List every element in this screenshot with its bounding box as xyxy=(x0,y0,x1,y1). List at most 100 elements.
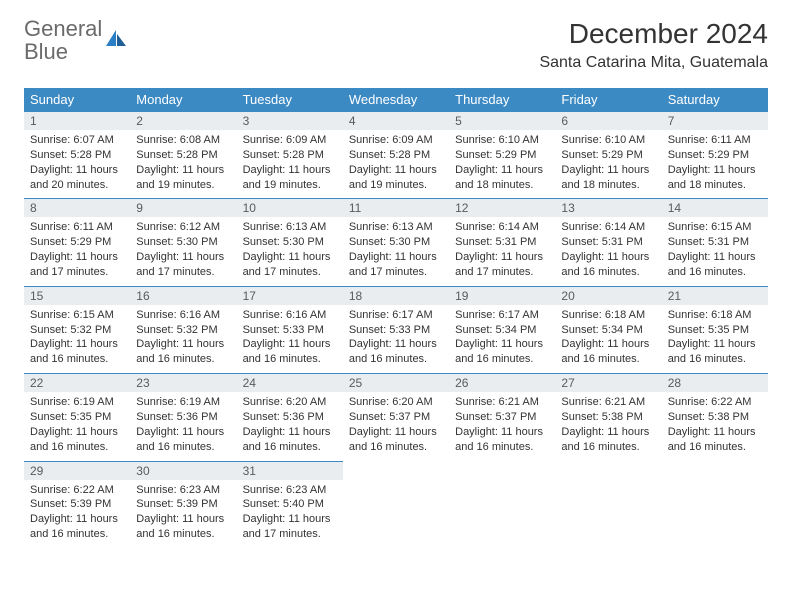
sunrise-text: Sunrise: 6:20 AM xyxy=(243,395,337,410)
sunrise-text: Sunrise: 6:19 AM xyxy=(30,395,124,410)
day-content: Sunrise: 6:19 AMSunset: 5:35 PMDaylight:… xyxy=(24,392,130,460)
sunrise-text: Sunrise: 6:20 AM xyxy=(349,395,443,410)
calendar-cell xyxy=(449,461,555,548)
calendar-cell: 8Sunrise: 6:11 AMSunset: 5:29 PMDaylight… xyxy=(24,199,130,286)
calendar-cell: 9Sunrise: 6:12 AMSunset: 5:30 PMDaylight… xyxy=(130,199,236,286)
daylight-text: Daylight: 11 hours and 17 minutes. xyxy=(243,512,337,542)
daylight-text: Daylight: 11 hours and 17 minutes. xyxy=(349,250,443,280)
sunset-text: Sunset: 5:29 PM xyxy=(30,235,124,250)
sunrise-text: Sunrise: 6:23 AM xyxy=(243,483,337,498)
day-number: 11 xyxy=(343,199,449,217)
day-number: 30 xyxy=(130,462,236,480)
brand-part2: Blue xyxy=(24,39,68,64)
daylight-text: Daylight: 11 hours and 16 minutes. xyxy=(243,337,337,367)
sunset-text: Sunset: 5:30 PM xyxy=(349,235,443,250)
brand-part1: General xyxy=(24,16,102,41)
daylight-text: Daylight: 11 hours and 18 minutes. xyxy=(668,163,762,193)
sunrise-text: Sunrise: 6:23 AM xyxy=(136,483,230,498)
daylight-text: Daylight: 11 hours and 18 minutes. xyxy=(561,163,655,193)
calendar-head: SundayMondayTuesdayWednesdayThursdayFrid… xyxy=(24,88,768,112)
day-number: 26 xyxy=(449,374,555,392)
day-content: Sunrise: 6:11 AMSunset: 5:29 PMDaylight:… xyxy=(662,130,768,198)
day-content: Sunrise: 6:19 AMSunset: 5:36 PMDaylight:… xyxy=(130,392,236,460)
daylight-text: Daylight: 11 hours and 16 minutes. xyxy=(349,337,443,367)
daylight-text: Daylight: 11 hours and 16 minutes. xyxy=(561,337,655,367)
sunrise-text: Sunrise: 6:11 AM xyxy=(668,133,762,148)
calendar-body: 1Sunrise: 6:07 AMSunset: 5:28 PMDaylight… xyxy=(24,112,768,548)
day-number: 12 xyxy=(449,199,555,217)
calendar-cell xyxy=(662,461,768,548)
daylight-text: Daylight: 11 hours and 16 minutes. xyxy=(668,425,762,455)
daylight-text: Daylight: 11 hours and 16 minutes. xyxy=(136,425,230,455)
calendar-cell: 22Sunrise: 6:19 AMSunset: 5:35 PMDayligh… xyxy=(24,374,130,461)
calendar-cell: 17Sunrise: 6:16 AMSunset: 5:33 PMDayligh… xyxy=(237,286,343,373)
day-content: Sunrise: 6:11 AMSunset: 5:29 PMDaylight:… xyxy=(24,217,130,285)
sunset-text: Sunset: 5:32 PM xyxy=(136,323,230,338)
sunset-text: Sunset: 5:35 PM xyxy=(668,323,762,338)
day-number: 23 xyxy=(130,374,236,392)
sunrise-text: Sunrise: 6:22 AM xyxy=(30,483,124,498)
sunset-text: Sunset: 5:29 PM xyxy=(455,148,549,163)
daylight-text: Daylight: 11 hours and 16 minutes. xyxy=(561,425,655,455)
sunrise-text: Sunrise: 6:15 AM xyxy=(30,308,124,323)
calendar-table: SundayMondayTuesdayWednesdayThursdayFrid… xyxy=(24,88,768,548)
sunrise-text: Sunrise: 6:16 AM xyxy=(136,308,230,323)
daylight-text: Daylight: 11 hours and 20 minutes. xyxy=(30,163,124,193)
daylight-text: Daylight: 11 hours and 19 minutes. xyxy=(243,163,337,193)
daylight-text: Daylight: 11 hours and 16 minutes. xyxy=(455,425,549,455)
weekday-header: Thursday xyxy=(449,88,555,112)
day-number: 24 xyxy=(237,374,343,392)
day-number: 10 xyxy=(237,199,343,217)
weekday-header: Wednesday xyxy=(343,88,449,112)
weekday-header: Sunday xyxy=(24,88,130,112)
calendar-cell: 7Sunrise: 6:11 AMSunset: 5:29 PMDaylight… xyxy=(662,112,768,199)
sunset-text: Sunset: 5:28 PM xyxy=(349,148,443,163)
day-content: Sunrise: 6:22 AMSunset: 5:39 PMDaylight:… xyxy=(24,480,130,548)
daylight-text: Daylight: 11 hours and 19 minutes. xyxy=(136,163,230,193)
calendar-cell: 18Sunrise: 6:17 AMSunset: 5:33 PMDayligh… xyxy=(343,286,449,373)
day-number: 1 xyxy=(24,112,130,130)
day-content: Sunrise: 6:18 AMSunset: 5:34 PMDaylight:… xyxy=(555,305,661,373)
daylight-text: Daylight: 11 hours and 17 minutes. xyxy=(455,250,549,280)
day-content: Sunrise: 6:10 AMSunset: 5:29 PMDaylight:… xyxy=(555,130,661,198)
sunrise-text: Sunrise: 6:07 AM xyxy=(30,133,124,148)
calendar-cell: 13Sunrise: 6:14 AMSunset: 5:31 PMDayligh… xyxy=(555,199,661,286)
header: General Blue December 2024 Santa Catarin… xyxy=(0,0,792,78)
sunset-text: Sunset: 5:29 PM xyxy=(561,148,655,163)
day-number: 2 xyxy=(130,112,236,130)
sunset-text: Sunset: 5:33 PM xyxy=(243,323,337,338)
sunrise-text: Sunrise: 6:21 AM xyxy=(561,395,655,410)
day-content: Sunrise: 6:15 AMSunset: 5:31 PMDaylight:… xyxy=(662,217,768,285)
sunrise-text: Sunrise: 6:17 AM xyxy=(349,308,443,323)
sunrise-text: Sunrise: 6:14 AM xyxy=(561,220,655,235)
sunset-text: Sunset: 5:31 PM xyxy=(668,235,762,250)
sunset-text: Sunset: 5:28 PM xyxy=(30,148,124,163)
sunrise-text: Sunrise: 6:11 AM xyxy=(30,220,124,235)
sunrise-text: Sunrise: 6:09 AM xyxy=(349,133,443,148)
calendar-cell: 2Sunrise: 6:08 AMSunset: 5:28 PMDaylight… xyxy=(130,112,236,199)
daylight-text: Daylight: 11 hours and 16 minutes. xyxy=(30,512,124,542)
day-content: Sunrise: 6:20 AMSunset: 5:36 PMDaylight:… xyxy=(237,392,343,460)
daylight-text: Daylight: 11 hours and 16 minutes. xyxy=(561,250,655,280)
sunrise-text: Sunrise: 6:19 AM xyxy=(136,395,230,410)
daylight-text: Daylight: 11 hours and 16 minutes. xyxy=(668,250,762,280)
calendar-cell: 5Sunrise: 6:10 AMSunset: 5:29 PMDaylight… xyxy=(449,112,555,199)
calendar-cell: 25Sunrise: 6:20 AMSunset: 5:37 PMDayligh… xyxy=(343,374,449,461)
sunrise-text: Sunrise: 6:12 AM xyxy=(136,220,230,235)
day-content: Sunrise: 6:16 AMSunset: 5:33 PMDaylight:… xyxy=(237,305,343,373)
calendar-cell: 6Sunrise: 6:10 AMSunset: 5:29 PMDaylight… xyxy=(555,112,661,199)
day-number: 16 xyxy=(130,287,236,305)
day-number: 4 xyxy=(343,112,449,130)
sunrise-text: Sunrise: 6:08 AM xyxy=(136,133,230,148)
day-content: Sunrise: 6:21 AMSunset: 5:37 PMDaylight:… xyxy=(449,392,555,460)
day-content: Sunrise: 6:09 AMSunset: 5:28 PMDaylight:… xyxy=(343,130,449,198)
sunset-text: Sunset: 5:30 PM xyxy=(136,235,230,250)
calendar-cell: 1 Sunrise: 6:07 AMSunset: 5:28 PMDaylight… xyxy=(24,112,130,199)
daylight-text: Daylight: 11 hours and 16 minutes. xyxy=(30,337,124,367)
day-number: 25 xyxy=(343,374,449,392)
calendar-cell xyxy=(343,461,449,548)
calendar-cell: 10Sunrise: 6:13 AMSunset: 5:30 PMDayligh… xyxy=(237,199,343,286)
weekday-header: Friday xyxy=(555,88,661,112)
sunset-text: Sunset: 5:34 PM xyxy=(561,323,655,338)
sail-icon xyxy=(106,30,128,46)
